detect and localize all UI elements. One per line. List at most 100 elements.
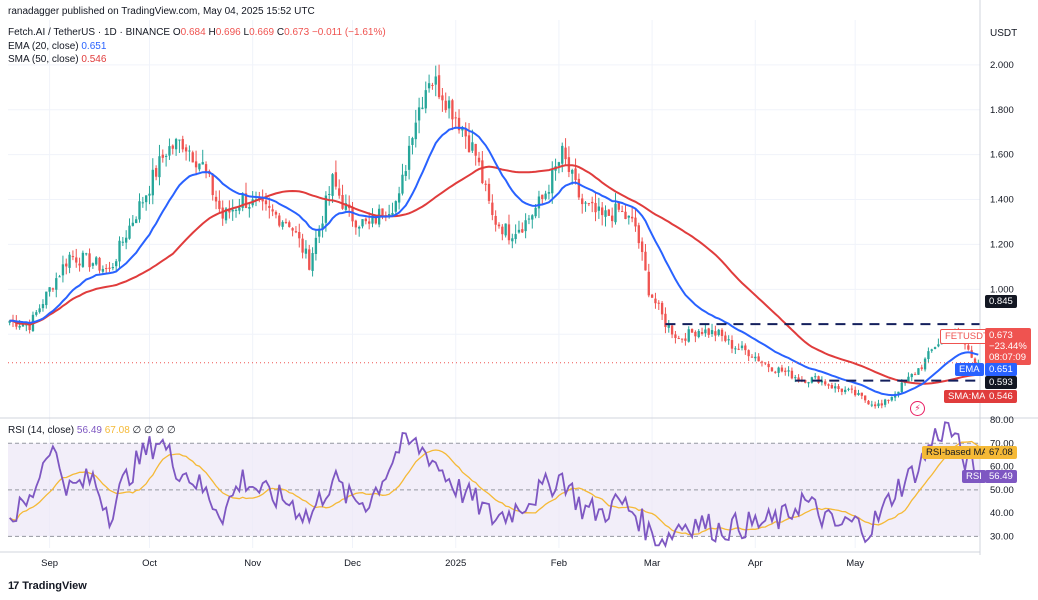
candle-body xyxy=(354,220,358,228)
candle-body xyxy=(840,388,844,392)
candle-body xyxy=(111,267,115,269)
candle-body xyxy=(807,382,810,384)
candle-body xyxy=(537,196,541,209)
time-tick-label: Apr xyxy=(748,558,763,569)
last-price-value: 0.673 xyxy=(989,330,1013,341)
candle-body xyxy=(837,386,840,390)
candle-body xyxy=(814,376,817,378)
candle-body xyxy=(161,154,164,158)
candle-body xyxy=(527,218,531,220)
candle-body xyxy=(331,174,334,196)
candle-body xyxy=(115,261,118,267)
candle-body xyxy=(148,193,151,196)
candle-body xyxy=(437,75,441,98)
candle-body xyxy=(397,193,401,203)
candle-body xyxy=(551,169,554,194)
candle-body xyxy=(697,330,700,338)
low-value: 0.669 xyxy=(249,27,275,38)
candle-body xyxy=(51,288,55,290)
candle-body xyxy=(497,224,501,227)
candle-body xyxy=(504,223,507,236)
candle-body xyxy=(620,211,624,213)
candle-body xyxy=(577,178,581,198)
candle-body xyxy=(211,174,214,196)
candle-body xyxy=(487,183,491,201)
time-tick-label: Dec xyxy=(344,558,361,569)
candle-body xyxy=(138,201,141,220)
price-tick-label: 1.600 xyxy=(990,150,1014,161)
candle-body xyxy=(694,331,697,337)
candle-body xyxy=(760,361,764,363)
candle-body xyxy=(261,197,264,202)
candle-body xyxy=(241,194,244,208)
rsi-legend-value: 56.49 xyxy=(76,425,102,436)
rsi-line xyxy=(9,421,979,549)
candle-body xyxy=(757,356,760,362)
ticker-tag: FETUSDT xyxy=(940,329,994,344)
candle-body xyxy=(897,391,900,394)
candle-body xyxy=(467,135,471,153)
candle-body xyxy=(561,145,564,164)
tradingview-logo: 17 TradingView xyxy=(8,580,87,592)
candle-body xyxy=(494,215,497,225)
candle-body xyxy=(171,145,174,149)
rsi-tick-label: 80.00 xyxy=(990,415,1014,426)
candle-body xyxy=(85,253,88,255)
candle-body xyxy=(477,157,481,163)
candle-body xyxy=(301,238,304,253)
candle-body xyxy=(154,168,158,177)
candle-body xyxy=(314,237,318,255)
candle-body xyxy=(867,400,870,405)
rsi-legend: RSI (14, close) 56.49 67.08 ∅ ∅ ∅ ∅ xyxy=(8,425,176,436)
candle-body xyxy=(294,231,298,233)
rsi-value-label: 56.49 xyxy=(985,470,1017,483)
candle-body xyxy=(58,276,61,278)
candle-body xyxy=(198,163,201,170)
candle-body xyxy=(521,229,524,233)
resistance-price-label: 0.845 xyxy=(985,295,1017,308)
candle-body xyxy=(457,117,461,131)
candle-body xyxy=(790,370,794,379)
candle-body xyxy=(484,183,487,185)
candle-body xyxy=(118,240,121,262)
lightning-icon[interactable]: ⚡ xyxy=(910,401,925,416)
candle-body xyxy=(268,205,271,208)
symbol-name: Fetch.AI / TetherUS · 1D · BINANCE xyxy=(8,27,171,38)
candle-body xyxy=(381,208,384,217)
price-tick-label: 1.000 xyxy=(990,284,1014,295)
candle-body xyxy=(907,376,910,382)
candle-body xyxy=(637,225,640,244)
rsi-ma-value-label: 67.08 xyxy=(985,446,1017,459)
candle-body xyxy=(674,334,677,338)
high-label: H xyxy=(208,27,216,38)
rsi-tick-label: 30.00 xyxy=(990,531,1014,542)
candle-body xyxy=(740,345,744,349)
candle-body xyxy=(640,241,644,253)
candle-body xyxy=(204,164,208,172)
candle-body xyxy=(81,252,85,267)
ema-20-line xyxy=(9,126,979,397)
candle-body xyxy=(714,331,717,336)
close-label: C xyxy=(276,27,285,38)
candle-body xyxy=(131,222,134,226)
time-tick-label: Mar xyxy=(644,558,660,569)
candle-body xyxy=(351,207,354,222)
candle-body xyxy=(854,389,857,396)
candle-body xyxy=(274,211,278,215)
candle-body xyxy=(144,195,148,203)
candle-body xyxy=(717,329,720,336)
candle-body xyxy=(571,169,574,174)
candle-body xyxy=(604,210,607,217)
candle-body xyxy=(817,376,820,383)
candle-body xyxy=(584,202,587,204)
candle-body xyxy=(910,374,913,378)
candle-body xyxy=(690,329,694,333)
candle-body xyxy=(967,345,970,350)
candle-body xyxy=(797,377,800,381)
high-value: 0.696 xyxy=(215,27,241,38)
candle-body xyxy=(121,241,125,243)
candle-body xyxy=(411,138,414,145)
candle-body xyxy=(321,223,324,229)
time-tick-label: May xyxy=(846,558,864,569)
candle-body xyxy=(890,396,893,401)
